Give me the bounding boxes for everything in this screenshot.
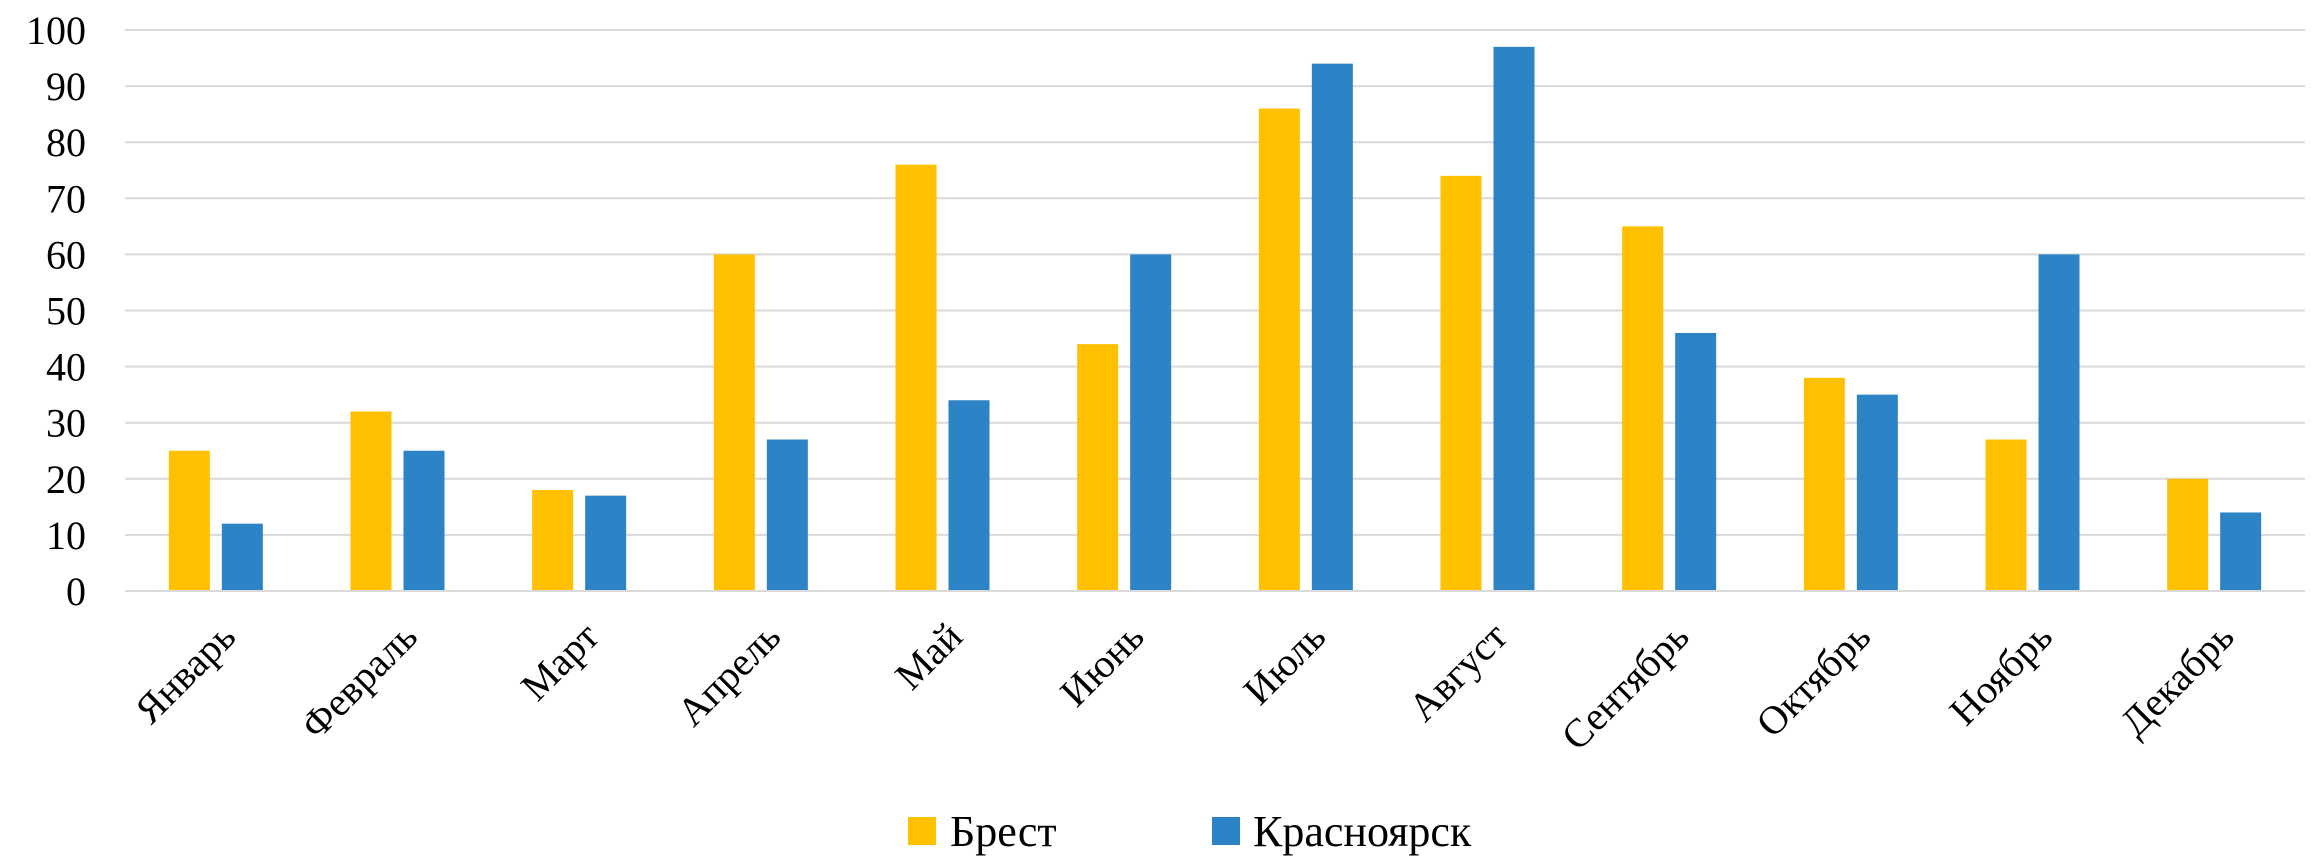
bar-brest bbox=[2167, 478, 2209, 591]
bars bbox=[168, 46, 2262, 592]
y-tick-label: 90 bbox=[46, 64, 86, 109]
bar-krasnoyarsk bbox=[403, 450, 445, 591]
x-category-label: Ноябрь bbox=[1941, 614, 2061, 734]
legend-swatch bbox=[908, 817, 936, 845]
x-category-label: Июль bbox=[1235, 614, 1335, 714]
legend: Брест Красноярск bbox=[908, 807, 1472, 856]
legend-label: Брест bbox=[950, 807, 1057, 856]
x-category-label: Апрель bbox=[668, 614, 789, 735]
bar-brest bbox=[1258, 108, 1300, 591]
bar-brest bbox=[1622, 226, 1664, 591]
x-category-label: Март bbox=[512, 614, 608, 710]
bar-krasnoyarsk bbox=[948, 400, 990, 591]
bar-krasnoyarsk bbox=[1130, 254, 1172, 591]
bar-brest bbox=[1440, 175, 1482, 592]
bar-krasnoyarsk bbox=[766, 439, 808, 591]
y-tick-label: 10 bbox=[46, 513, 86, 558]
y-tick-label: 30 bbox=[46, 401, 86, 446]
bar-brest bbox=[1077, 344, 1119, 591]
bar-brest bbox=[532, 490, 574, 591]
bar-krasnoyarsk bbox=[1675, 332, 1717, 591]
bar-krasnoyarsk bbox=[2220, 512, 2262, 591]
bar-krasnoyarsk bbox=[221, 523, 263, 591]
bar-brest bbox=[350, 411, 392, 591]
x-category-label: Август bbox=[1400, 614, 1516, 730]
bar-krasnoyarsk bbox=[1311, 63, 1353, 592]
x-category-label: Февраль bbox=[292, 614, 426, 748]
y-tick-label: 80 bbox=[46, 120, 86, 165]
bar-krasnoyarsk bbox=[1493, 46, 1535, 591]
gridlines bbox=[125, 29, 2305, 536]
bar-brest bbox=[168, 450, 210, 591]
bar-krasnoyarsk bbox=[1856, 394, 1898, 591]
x-category-label: Октябрь bbox=[1747, 614, 1879, 746]
legend-label: Красноярск bbox=[1253, 807, 1472, 856]
bar-krasnoyarsk bbox=[2038, 254, 2080, 591]
legend-swatch bbox=[1212, 817, 1240, 845]
x-category-label: Июнь bbox=[1051, 614, 1152, 715]
x-category-label: Май bbox=[886, 614, 971, 699]
y-tick-label: 40 bbox=[46, 345, 86, 390]
x-category-label: Январь bbox=[126, 614, 244, 732]
bar-brest bbox=[895, 164, 937, 591]
y-axis: 0 10 20 30 40 50 60 70 80 90 100 bbox=[26, 8, 86, 614]
y-tick-label: 60 bbox=[46, 232, 86, 277]
y-tick-label: 0 bbox=[66, 569, 86, 614]
x-category-label: Декабрь bbox=[2111, 614, 2242, 745]
y-tick-label: 50 bbox=[46, 289, 86, 334]
y-tick-label: 20 bbox=[46, 457, 86, 502]
y-tick-label: 100 bbox=[26, 8, 86, 53]
bar-brest bbox=[1985, 439, 2027, 591]
bar-brest bbox=[1803, 377, 1845, 591]
x-axis: Январь Февраль Март Апрель Май Июнь Июль Август… bbox=[126, 614, 2243, 759]
bar-krasnoyarsk bbox=[585, 495, 627, 591]
bar-brest bbox=[713, 254, 755, 591]
x-category-label: Сентябрь bbox=[1552, 614, 1697, 759]
y-tick-label: 70 bbox=[46, 176, 86, 221]
